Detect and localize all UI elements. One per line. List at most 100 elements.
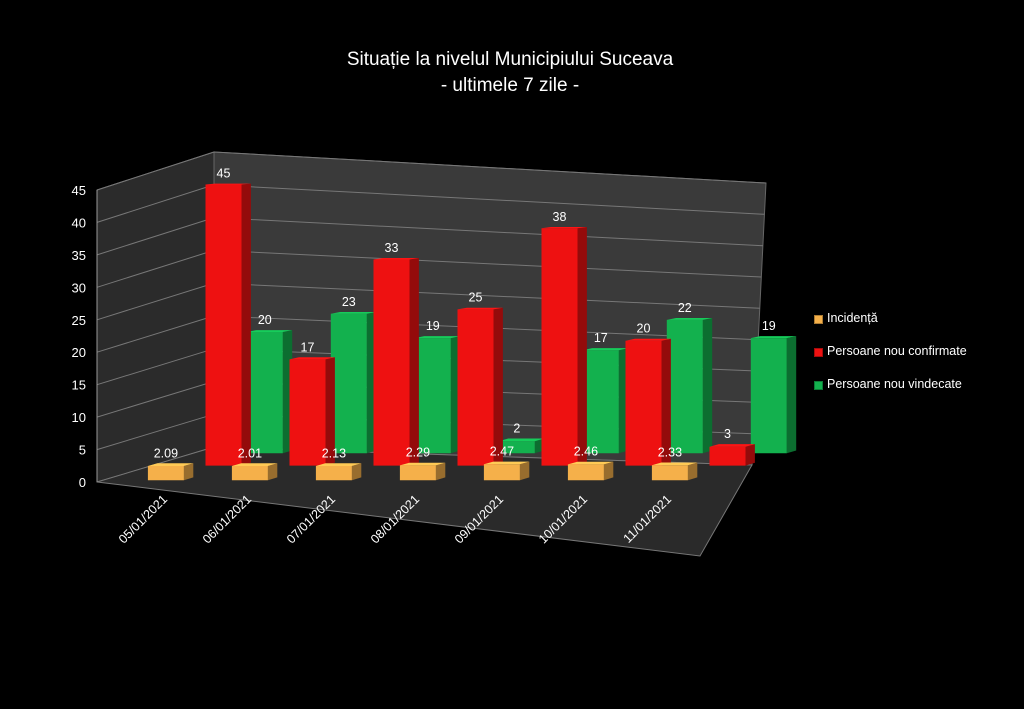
bar-s0-c0 [147,466,184,481]
legend-item-incidenta: Incidență [814,311,967,344]
bar-s0-c4-label: 2.47 [490,445,514,459]
bar-s0-c4-side [519,461,530,481]
x-tick-label: 06/01/2021 [200,492,254,546]
bar-s0-c0-label: 2.09 [154,446,178,460]
y-tick-label: 0 [79,475,86,490]
bar-s1-c0-side [241,183,251,466]
bar-s1-c3 [457,309,494,466]
bar-s1-c6-side [745,444,755,466]
bar-s0-c4 [483,464,520,481]
bar-s1-c6-label: 3 [724,427,731,441]
legend-label-vindecate: Persoane nou vindecate [827,377,962,391]
y-tick-label: 15 [72,378,86,393]
bar-s2-c2-label: 19 [426,319,440,333]
y-tick-label: 10 [72,410,86,425]
bar-s0-c2-label: 2.13 [322,446,346,460]
bar-s0-c2 [315,466,352,481]
bar-s1-c0-top [205,183,251,185]
legend-item-confirmate: Persoane nou confirmate [814,344,967,377]
legend-swatch-incidenta [814,315,823,324]
y-tick-label: 25 [72,313,86,328]
y-tick-label: 45 [72,183,86,198]
bar-s1-c3-side [493,307,503,466]
bar-s1-c3-top [457,307,503,310]
bar-s1-c5-label: 20 [637,322,651,336]
bar-s2-c1-label: 23 [342,295,356,309]
bar-s1-c1-top [289,357,335,360]
bar-s2-c3-label: 2 [513,422,520,436]
bar-s0-c6-label: 2.33 [658,446,682,460]
bar-s2-c4 [582,350,619,454]
bar-s2-c6-top [750,336,797,339]
bar-s2-c2-top [414,336,461,339]
bar-s1-c5-side [661,338,671,466]
bar-s0-c6-side [687,462,698,481]
bar-s0-c6 [651,465,688,481]
bar-s1-c5 [625,340,662,466]
bar-s2-c5-top [666,318,713,320]
bar-s1-c2-label: 33 [385,241,399,255]
bar-s1-c0-label: 45 [217,167,231,181]
bar-s0-c1-side [267,463,278,481]
bar-s1-c6-top [709,444,755,447]
x-tick-label: 05/01/2021 [116,492,170,546]
bar-s0-c2-top [315,463,362,466]
bar-s2-c6-label: 19 [762,319,776,333]
bar-s1-c4 [541,228,578,466]
bar-s2-c3-top [498,438,545,442]
bar-s0-c1-label: 2.01 [238,446,262,460]
bar-s1-c1-side [325,357,335,466]
bar-s1-c1 [289,359,326,466]
bar-s2-c1-top [330,312,377,314]
bar-s1-c2-top [373,258,419,260]
bar-s2-c1 [330,313,367,454]
y-tick-label: 5 [79,443,86,458]
bar-s1-c3-label: 25 [469,291,483,305]
bar-s0-c2-side [351,463,362,481]
bar-s1-c5-top [625,338,671,341]
bar-s2-c3 [498,441,535,454]
bar-s1-c4-label: 38 [553,210,567,224]
bar-s1-c6 [709,446,746,466]
bar-s2-c4-label: 17 [594,331,608,345]
bar-s0-c3 [399,465,436,481]
bar-s2-c0-top [246,330,293,332]
bar-s1-c4-side [577,227,587,466]
bar-s2-c4-top [582,348,629,351]
legend-swatch-vindecate [814,381,823,390]
bar-s0-c0-side [183,463,194,481]
legend-label-incidenta: Incidență [827,311,878,325]
legend-label-confirmate: Persoane nou confirmate [827,344,967,358]
y-tick-label: 20 [72,345,86,360]
bar-s0-c5-label: 2.46 [574,445,598,459]
bar-s2-c6 [750,338,787,454]
bar-s0-c4-top [483,461,530,465]
y-tick-label: 30 [72,280,86,295]
bar-s1-c2 [373,259,410,466]
bar-s0-c3-label: 2.29 [406,446,430,460]
bar-s2-c0 [246,332,283,454]
y-tick-label: 40 [72,215,86,230]
chart-title-line-1: Situație la nivelul Municipiului Suceava [346,49,674,70]
chart-title-line-2: - ultimele 7 zile - [440,75,580,96]
bar-s2-c6-side [786,336,797,454]
bar-s2-c5 [666,319,703,454]
bar-s0-c0-top [147,463,194,466]
gridline-45 [96,151,767,191]
bar-s0-c5 [567,464,604,481]
chart-legend: Incidență Persoane nou confirmate Persoa… [814,311,967,410]
bar-s1-c4-top [541,227,587,229]
bar-s2-c2 [414,338,451,454]
bar-s0-c1-top [231,463,278,466]
bar-s1-c0 [205,184,242,466]
bar-s0-c1 [231,466,268,481]
bar-s2-c5-label: 22 [678,301,692,315]
bar-s0-c6-top [651,462,698,466]
side-wall [96,151,215,483]
bar-s0-c5-side [603,461,614,481]
bar-s1-c1-label: 17 [301,340,315,354]
bar-s2-c5-side [702,318,713,454]
legend-item-vindecate: Persoane nou vindecate [814,377,967,410]
bar-s0-c5-top [567,461,614,465]
